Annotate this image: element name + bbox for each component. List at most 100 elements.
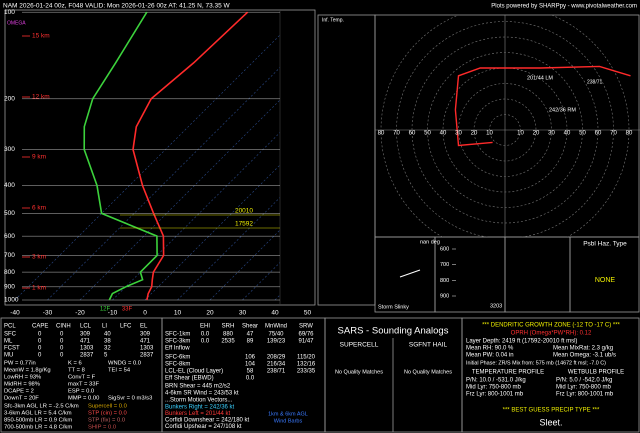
pressure-tick-label: 700 bbox=[4, 252, 15, 259]
lapse-rate: 700-500mb LR = 4.8 C/km bbox=[4, 425, 72, 431]
kin-cell: Eff Inflow bbox=[165, 346, 190, 352]
motion-line: Bunkers Right = 242/36 kt bbox=[165, 405, 235, 411]
pressure-tick-label: 200 bbox=[4, 96, 15, 103]
parcel-cell: 2837 bbox=[140, 353, 154, 359]
kin-cell: 208/29 bbox=[267, 355, 286, 361]
height-label: 9 km bbox=[32, 154, 46, 161]
parcel-header: LCL bbox=[80, 324, 92, 330]
kin-cell: 0.0 bbox=[201, 339, 210, 345]
index: TEI = 54 bbox=[108, 368, 131, 374]
hodo-label: 242/36 RM bbox=[549, 107, 576, 113]
kin-cell: SFC-1km bbox=[165, 332, 190, 338]
omega-label: OMEGA bbox=[7, 20, 26, 26]
height-label: 3 km bbox=[32, 254, 46, 261]
temp-tick-label: 0 bbox=[143, 310, 147, 317]
parcel-cell: FCST bbox=[4, 346, 20, 352]
kin-header: SRH bbox=[222, 324, 235, 330]
barb-note: Wind Barbs bbox=[274, 418, 303, 424]
kin-cell: 238/71 bbox=[267, 369, 286, 375]
kin-cell: 0.0 bbox=[246, 376, 255, 382]
composite: STP (cin) = 0.0 bbox=[88, 411, 127, 417]
parcel-cell: 0 bbox=[38, 346, 42, 352]
direction-label: nan deg bbox=[420, 239, 440, 245]
index: ESP = 0.0 bbox=[68, 389, 94, 395]
panel-frames bbox=[0, 9, 640, 433]
parcel-cell: 1303 bbox=[80, 346, 94, 352]
profile-row: Mid Lyr: 750-800 mb bbox=[466, 385, 521, 391]
surface-dewpoint-label: 12F bbox=[100, 307, 111, 313]
hodo-ring-label: 10 bbox=[486, 131, 493, 137]
kin-cell: SFC-3km bbox=[165, 339, 190, 345]
hodo-ring-label: 40 bbox=[440, 131, 447, 137]
pressure-tick-label: 900 bbox=[4, 284, 15, 291]
isotherm bbox=[144, 164, 280, 301]
height-label: 15 km bbox=[32, 33, 50, 40]
kin-cell: 132/16 bbox=[297, 362, 316, 368]
parcel-header: LFC bbox=[120, 324, 132, 330]
kin-header: SRW bbox=[299, 324, 313, 330]
sars-header: SGFNT HAIL bbox=[409, 342, 448, 349]
hodo-ring-label: 70 bbox=[393, 131, 400, 137]
parcel-cell: 471 bbox=[80, 339, 91, 345]
parcel-cell: ML bbox=[4, 339, 13, 345]
index: SigSvr = 0 m3/s3 bbox=[108, 396, 152, 402]
parcel-cell: 0 bbox=[60, 346, 64, 352]
credit: Plots powered by SHARPpy - www.pivotalwe… bbox=[491, 4, 637, 10]
kin-header: Shear bbox=[242, 324, 258, 330]
parcel-cell: 40 bbox=[104, 332, 111, 338]
kin-header: MnWind bbox=[265, 324, 287, 330]
height-label: 6 km bbox=[32, 205, 46, 212]
isotherm bbox=[177, 197, 280, 301]
hodo-ring bbox=[411, 36, 599, 224]
precip-title: *** BEST GUESS PRECIP TYPE *** bbox=[503, 408, 600, 414]
isotherm bbox=[79, 99, 280, 301]
dgz-mean: Mean RH: 90.0 % bbox=[466, 346, 514, 352]
hodo-ring-label: 10 bbox=[517, 131, 524, 137]
hodo-ring-label: 20 bbox=[533, 131, 540, 137]
parcel-cell: 0 bbox=[38, 332, 42, 338]
parcel-cell: MU bbox=[4, 353, 13, 359]
slinky-label: Storm Slinky bbox=[378, 304, 409, 310]
header-title: NAM 2026-01-24 00z, F048 VALID: Mon 2026… bbox=[3, 3, 231, 10]
pressure-tick-label: 800 bbox=[4, 269, 15, 276]
kin-header: EHI bbox=[200, 324, 210, 330]
hazard-title: Psbl Haz. Type bbox=[583, 241, 627, 248]
kin-cell: 0.0 bbox=[201, 332, 210, 338]
temp-tick-label: -30 bbox=[43, 310, 53, 317]
hodograph-trace bbox=[454, 65, 631, 147]
hodo-ring bbox=[458, 83, 552, 177]
oprh: OPRH (Omega*PW*RH): 0.12 bbox=[511, 331, 592, 337]
dgz-depth: Layer Depth: 2419 ft (17592-20010 ft msl… bbox=[466, 339, 577, 345]
kin-cell: 69/76 bbox=[298, 332, 314, 338]
kin-cell: LCL-EL (Cloud Layer) bbox=[165, 369, 223, 375]
profile-row: Frz Lyr: 800-1001 mb bbox=[556, 392, 614, 398]
index: TT = 8 bbox=[68, 368, 85, 374]
inset-tick-label: 900 bbox=[440, 293, 449, 299]
parcel-cell: 32 bbox=[104, 346, 111, 352]
kin-cell: SFC-6km bbox=[165, 355, 190, 361]
slinky-value: 3203 bbox=[490, 303, 502, 309]
motion-line: Corfidi Downshear = 242/180 kt bbox=[165, 418, 250, 424]
dgz-label: 20010 bbox=[235, 208, 253, 215]
kin-cell: 2535 bbox=[221, 339, 235, 345]
pressure-tick-label: 100 bbox=[4, 9, 15, 16]
isotherm bbox=[112, 132, 280, 301]
hodo-ring bbox=[473, 98, 537, 162]
hodo-ring-label: 80 bbox=[626, 131, 633, 137]
dgz-label: 17592 bbox=[235, 221, 253, 228]
kin-cell: SFC-8km bbox=[165, 362, 190, 368]
parcel-cell: 471 bbox=[140, 339, 151, 345]
dgz-title: *** DENDRITIC GROWTH ZONE (-12 TO -17 C)… bbox=[482, 323, 620, 329]
kin-line: 4-6km SR Wind = 243/53 kt bbox=[165, 391, 239, 397]
profile-header: WETBULB PROFILE bbox=[568, 370, 624, 376]
parcel-cell: 1303 bbox=[140, 346, 154, 352]
index: MidRH = 98% bbox=[4, 382, 40, 388]
profile-row: P/N: 5.0 / -542.0 J/kg bbox=[556, 378, 612, 384]
hodo-plot bbox=[375, 15, 640, 237]
index: maxT = 33F bbox=[68, 382, 99, 388]
inset-tick-label: 700 bbox=[440, 262, 449, 268]
temp-tick-label: 30 bbox=[239, 310, 247, 317]
temp-tick-label: -20 bbox=[75, 310, 85, 317]
hodo-ring-label: 30 bbox=[548, 131, 555, 137]
